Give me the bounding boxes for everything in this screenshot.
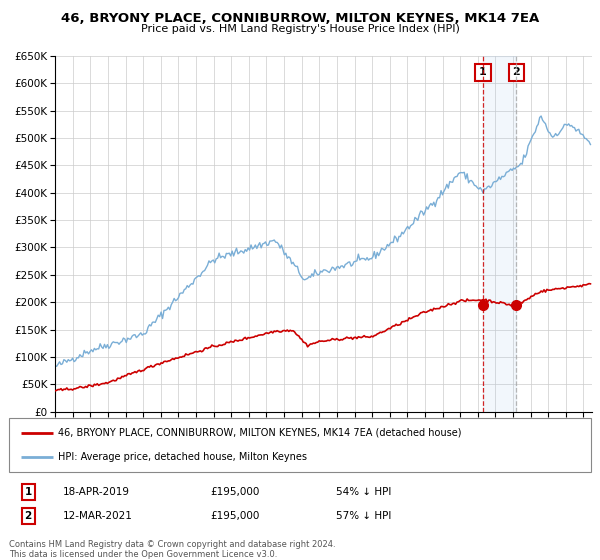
- Text: 12-MAR-2021: 12-MAR-2021: [63, 511, 133, 521]
- Text: 18-APR-2019: 18-APR-2019: [63, 487, 130, 497]
- Text: 1: 1: [25, 487, 32, 497]
- Text: 46, BRYONY PLACE, CONNIBURROW, MILTON KEYNES, MK14 7EA (detached house): 46, BRYONY PLACE, CONNIBURROW, MILTON KE…: [58, 428, 462, 438]
- Text: Contains HM Land Registry data © Crown copyright and database right 2024.
This d: Contains HM Land Registry data © Crown c…: [9, 540, 335, 559]
- Text: 2: 2: [25, 511, 32, 521]
- Text: 57% ↓ HPI: 57% ↓ HPI: [336, 511, 391, 521]
- Text: 46, BRYONY PLACE, CONNIBURROW, MILTON KEYNES, MK14 7EA: 46, BRYONY PLACE, CONNIBURROW, MILTON KE…: [61, 12, 539, 25]
- Text: £195,000: £195,000: [210, 511, 259, 521]
- Text: 2: 2: [512, 67, 520, 77]
- Bar: [483, 56, 517, 412]
- Text: £195,000: £195,000: [210, 487, 259, 497]
- FancyBboxPatch shape: [9, 418, 591, 472]
- Text: 54% ↓ HPI: 54% ↓ HPI: [336, 487, 391, 497]
- Text: 1: 1: [479, 67, 487, 77]
- Text: HPI: Average price, detached house, Milton Keynes: HPI: Average price, detached house, Milt…: [58, 452, 307, 462]
- Text: Price paid vs. HM Land Registry's House Price Index (HPI): Price paid vs. HM Land Registry's House …: [140, 24, 460, 34]
